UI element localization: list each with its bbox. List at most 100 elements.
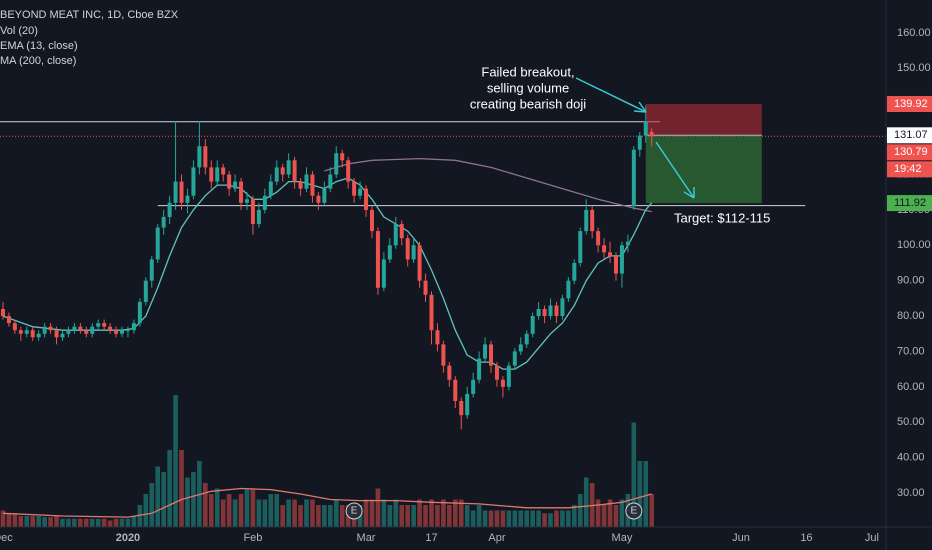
price-label: 139.92 — [894, 98, 928, 110]
volume-bar — [238, 494, 244, 527]
candle-body — [36, 333, 41, 338]
arrow — [655, 141, 695, 199]
candle-body — [536, 308, 541, 317]
candle-body — [66, 330, 71, 334]
volume-bar — [12, 513, 18, 527]
volume-bar — [149, 483, 155, 527]
volume-bar — [119, 518, 125, 527]
candle-body — [155, 227, 160, 260]
candle-body — [596, 231, 601, 246]
candle-body — [584, 209, 589, 232]
candle-body — [506, 365, 511, 387]
candle-body — [340, 153, 345, 161]
candle-body — [0, 308, 5, 317]
candle-body — [78, 326, 83, 331]
volume-bar — [54, 516, 59, 527]
volume-bar — [60, 518, 65, 527]
volume-bar — [566, 510, 571, 527]
candle-body — [619, 245, 624, 274]
candle-body — [120, 330, 125, 334]
indicator-label: Vol (20) — [0, 25, 38, 37]
candle-body — [316, 195, 321, 203]
volume-bar — [36, 516, 41, 527]
candle-body — [364, 188, 369, 210]
x-tick-label: 2020 — [116, 532, 140, 544]
candle-body — [72, 326, 77, 331]
volume-bar — [548, 513, 553, 527]
annotation-text: Target: $112-115 — [674, 210, 770, 225]
volume-bar — [435, 505, 440, 527]
volume-bar — [274, 494, 280, 527]
volume-bar — [607, 499, 613, 527]
volume-bar — [322, 505, 327, 527]
candle-body — [96, 323, 101, 327]
volume-bar — [256, 499, 262, 527]
candle-body — [209, 167, 214, 182]
target-zone — [645, 135, 762, 204]
candle-body — [483, 344, 488, 359]
volume-bar — [643, 461, 649, 527]
volume-bar — [399, 505, 405, 527]
volume-bar — [262, 499, 268, 527]
candle-body — [54, 330, 59, 338]
title: BEYOND MEAT INC, 1D, Cboe BZX — [0, 9, 179, 21]
earnings-marker — [345, 502, 363, 520]
candle-body — [494, 365, 499, 380]
volume-bar — [542, 513, 547, 527]
y-tick-label: 50.00 — [897, 416, 925, 428]
volume-bar — [572, 505, 577, 527]
candle-body — [149, 259, 154, 281]
x-tick-label: 17 — [425, 532, 437, 544]
volume-bar — [6, 513, 12, 527]
volume-bar — [387, 505, 393, 527]
volume-bar — [250, 488, 256, 527]
volume-bar — [167, 450, 172, 527]
candle-body — [489, 344, 494, 366]
price-label-box — [887, 195, 932, 212]
candle-body — [179, 181, 184, 203]
price-label: 19:42 — [894, 163, 922, 175]
ma-line — [324, 157, 652, 213]
volume-bar — [458, 499, 464, 527]
candle-body — [637, 135, 642, 150]
volume-bar — [613, 505, 619, 527]
candle-body — [471, 379, 476, 394]
x-tick-label: 16 — [800, 532, 812, 544]
volume-bar — [411, 505, 416, 527]
volume-bar — [143, 494, 149, 527]
volume-bar — [333, 499, 339, 527]
volume-bar — [232, 499, 238, 527]
x-tick-label: Feb — [243, 532, 262, 544]
candle-body — [173, 181, 178, 203]
candle-body — [280, 167, 285, 175]
candle-body — [566, 280, 571, 299]
candle-body — [358, 188, 363, 196]
earnings-label: E — [351, 506, 358, 517]
candle-body — [143, 280, 148, 302]
candle-body — [334, 153, 339, 175]
candle-body — [465, 393, 470, 416]
candle-body — [530, 316, 535, 334]
candle-body — [631, 149, 636, 207]
volume-bar — [30, 516, 36, 527]
volume-bar — [107, 520, 113, 527]
price-label: 131.07 — [894, 129, 928, 141]
candle-body — [125, 330, 130, 332]
candle-body — [602, 245, 607, 253]
candle-body — [274, 167, 279, 182]
candle-body — [500, 379, 505, 387]
candle-body — [346, 160, 351, 182]
volume-bar — [89, 518, 95, 527]
candle-body — [453, 379, 458, 402]
volume-bar — [560, 510, 565, 527]
candle-body — [298, 181, 303, 189]
volume-bar — [583, 477, 589, 527]
candle-body — [227, 174, 232, 189]
volume-bar — [137, 505, 143, 527]
volume-bar — [78, 518, 83, 527]
candle-body — [250, 199, 255, 225]
candle-body — [102, 323, 107, 327]
candle-body — [90, 326, 95, 334]
candle-body — [393, 224, 398, 246]
